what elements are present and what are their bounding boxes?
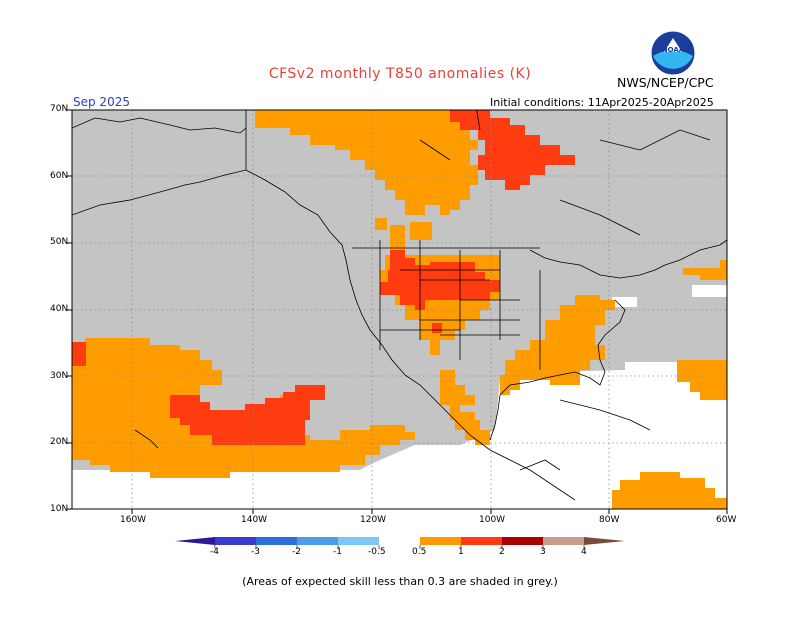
legend-label: 1 [458, 547, 464, 557]
lat-label: 10N [50, 504, 69, 514]
legend-label: 2 [499, 547, 505, 557]
map-title: CFSv2 monthly T850 anomalies (K) [268, 66, 532, 82]
legend-label: -3 [251, 547, 260, 557]
footnote: (Areas of expected skill less than 0.3 a… [242, 575, 558, 588]
lon-label: 80W [599, 515, 620, 525]
axis-ticks [67, 109, 728, 514]
forecast-month: Sep 2025 [73, 95, 130, 109]
lon-label: 160W [120, 515, 147, 525]
legend-label: -1 [333, 547, 342, 557]
initial-conditions: Initial conditions: 11Apr2025-20Apr2025 [490, 96, 714, 109]
legend-label: 4 [581, 547, 587, 557]
legend-arrow-low [175, 537, 215, 545]
coastlines [72, 110, 727, 501]
lat-label: 20N [50, 437, 69, 447]
svg-text:NOAA: NOAA [662, 46, 685, 54]
legend-label: -2 [292, 547, 301, 557]
graticule [72, 110, 727, 509]
color-legend [175, 537, 625, 549]
lat-label: 30N [50, 371, 69, 381]
legend-label: 0.5 [412, 547, 427, 557]
lat-label: 50N [50, 237, 69, 247]
lon-label: 120W [360, 515, 387, 525]
noaa-logo-icon: NOAA [650, 30, 696, 76]
legend-label: 3 [540, 547, 546, 557]
lat-label: 40N [50, 304, 69, 314]
lat-label: 70N [50, 104, 69, 114]
lon-label: 100W [479, 515, 506, 525]
lon-label: 140W [241, 515, 268, 525]
lat-label: 60N [50, 171, 69, 181]
legend-label: -0.5 [368, 547, 386, 557]
agency-label: NWS/NCEP/CPC [617, 75, 714, 90]
lon-label: 60W [716, 515, 737, 525]
legend-label: -4 [210, 547, 219, 557]
anomaly-1-2-region [72, 110, 575, 445]
legend-arrow-high [584, 537, 625, 545]
